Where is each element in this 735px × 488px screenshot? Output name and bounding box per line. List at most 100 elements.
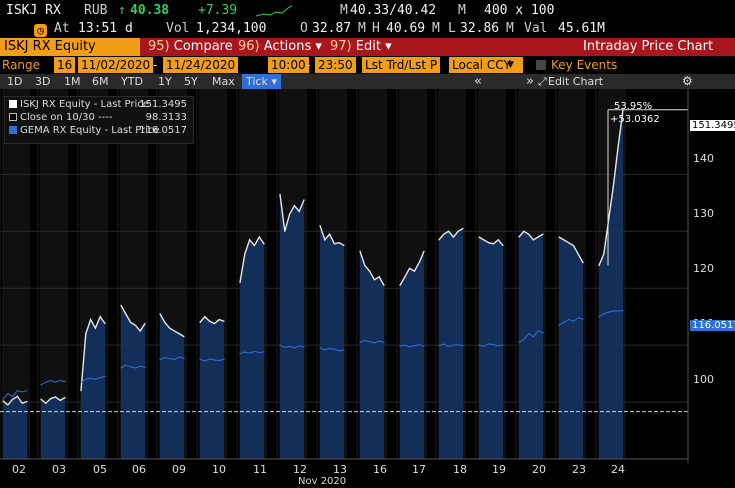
- collapse-left-icon[interactable]: «: [474, 74, 482, 89]
- legend-item-iskj[interactable]: ISKJ RX Equity - Last Price 151.3495: [9, 99, 189, 111]
- gear-icon[interactable]: ⚙: [682, 74, 693, 88]
- iskj-line-segment: [478, 236, 504, 246]
- actions-button[interactable]: 96) Actions ▾: [238, 38, 322, 56]
- iskj-point: [164, 321, 166, 323]
- price-area-segment: [240, 237, 264, 459]
- x-tick-label: 02: [12, 463, 26, 476]
- end-date-field[interactable]: 11/24/2020: [163, 57, 239, 73]
- period-6m[interactable]: 6M: [92, 75, 109, 88]
- price-area-segment: [3, 396, 27, 459]
- gema-point: [199, 358, 201, 360]
- gema-point: [488, 343, 490, 345]
- bid-ask: 40.33/40.42: [350, 3, 437, 18]
- gema-point: [169, 358, 171, 360]
- legend-item-close[interactable]: Close on 10/30 ---- 98.3133: [9, 112, 189, 124]
- iskj-point: [502, 244, 504, 247]
- iskj-point: [409, 267, 411, 269]
- period-ytd[interactable]: YTD: [121, 75, 143, 88]
- iskj-point: [457, 230, 459, 232]
- range-dash: -: [153, 58, 158, 72]
- ticker-currency: RUB: [84, 3, 108, 18]
- iskj-point: [90, 318, 92, 321]
- iskj-point: [253, 244, 255, 247]
- gema-line-segment: [80, 375, 106, 383]
- gema-point: [64, 380, 66, 383]
- screen-title: Intraday Price Chart: [583, 39, 714, 54]
- iskj-line-segment: [120, 304, 146, 333]
- iskj-point: [359, 250, 361, 252]
- iskj-point: [617, 145, 619, 147]
- gema-point: [298, 345, 300, 347]
- x-tick-label: 16: [373, 463, 387, 476]
- price-area-segment: [41, 396, 65, 459]
- iskj-point: [373, 279, 375, 281]
- gema-point: [617, 310, 619, 312]
- gema-point: [59, 379, 61, 382]
- ticker-symbol[interactable]: ISKJ RX: [6, 3, 61, 18]
- start-time-field[interactable]: 10:00: [268, 57, 309, 73]
- price-chart[interactable]: [0, 89, 735, 488]
- iskj-point: [378, 276, 380, 278]
- period-1d[interactable]: 1D: [7, 75, 23, 88]
- gema-point: [568, 318, 570, 321]
- iskj-point: [144, 322, 146, 325]
- period-5y[interactable]: 5Y: [184, 75, 198, 88]
- price-type-dropdown[interactable]: Lst Trd/Lst P: [362, 57, 441, 73]
- edit-chart-button[interactable]: Edit Chart: [548, 75, 604, 88]
- actions-caret-icon: ▾: [315, 39, 322, 54]
- legend-value: 151.3495: [139, 99, 187, 110]
- end-time-field[interactable]: 23:50: [315, 57, 356, 73]
- iskj-point: [50, 398, 52, 400]
- x-axis-month-label: Nov 2020: [298, 476, 347, 487]
- iskj-point: [199, 321, 201, 323]
- high-suffix: M: [432, 21, 440, 36]
- iskj-line-segment: [40, 396, 66, 405]
- chart-legend[interactable]: ISKJ RX Equity - Last Price 151.3495 Clo…: [4, 96, 194, 144]
- period-1m[interactable]: 1M: [64, 75, 81, 88]
- iskj-point: [338, 242, 340, 244]
- legend-label: Close on 10/30 ----: [20, 112, 113, 123]
- gema-point: [94, 378, 96, 380]
- gema-line-segment: [478, 343, 504, 347]
- gema-point: [478, 344, 480, 346]
- low-value: 32.86: [460, 21, 500, 36]
- gema-point: [258, 351, 260, 354]
- iskj-point: [213, 322, 215, 325]
- period-max[interactable]: Max: [212, 75, 235, 88]
- security-field[interactable]: ISKJ RX Equity: [0, 38, 140, 56]
- iskj-point: [423, 250, 425, 252]
- edit-chart-icon[interactable]: ⤢: [538, 75, 547, 88]
- edit-button[interactable]: 97) Edit ▾: [330, 38, 392, 56]
- gema-line-segment: [359, 340, 385, 344]
- gema-point: [144, 366, 146, 368]
- start-date-field[interactable]: 11/02/2020: [78, 57, 154, 73]
- iskj-point: [532, 239, 535, 241]
- series-lines: [2, 109, 624, 406]
- gema-point: [183, 357, 185, 359]
- last-price: 40.38: [130, 3, 170, 18]
- iskj-point: [448, 230, 450, 232]
- x-tick-label: 20: [532, 463, 546, 476]
- x-tick-label: 24: [611, 463, 625, 476]
- period-1y[interactable]: 1Y: [158, 75, 172, 88]
- legend-item-gema[interactable]: GEMA RX Equity - Last Price 116.0517: [9, 125, 189, 137]
- iskj-line-segment: [399, 250, 425, 286]
- range-days-field[interactable]: 16: [54, 57, 76, 73]
- value-traded: 45.61M: [558, 21, 605, 36]
- low-suffix: M: [506, 21, 514, 36]
- x-tick-label: 06: [132, 463, 146, 476]
- tick-dropdown[interactable]: Tick ▾: [242, 74, 281, 89]
- iskj-point: [603, 253, 605, 255]
- iskj-point: [16, 395, 18, 397]
- compare-button[interactable]: 95) Compare: [148, 38, 233, 56]
- iskj-point: [518, 236, 520, 238]
- period-3d[interactable]: 3D: [35, 75, 51, 88]
- iskj-point: [125, 313, 127, 315]
- iskj-point: [399, 284, 401, 286]
- gema-line-segment: [518, 330, 544, 343]
- currency-dropdown[interactable]: Local CCY: [449, 57, 523, 73]
- price-area-segment: [559, 237, 583, 459]
- key-events-checkbox[interactable]: [536, 60, 546, 70]
- iskj-point: [497, 239, 499, 241]
- collapse-right-icon[interactable]: »: [526, 74, 534, 89]
